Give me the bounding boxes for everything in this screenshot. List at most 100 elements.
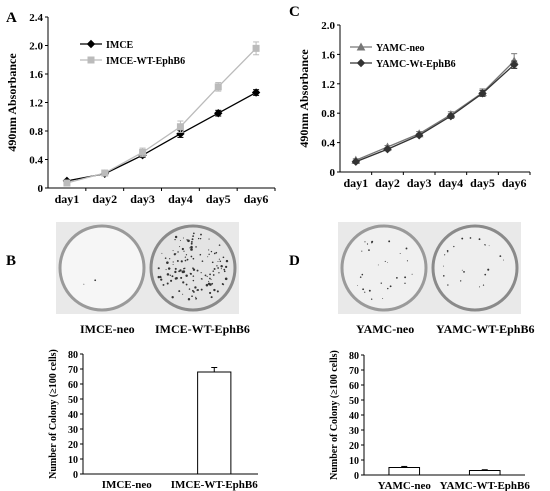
colony-dot [179,246,181,248]
colony-dot [195,298,198,300]
colony-dot [196,289,198,291]
colony-dot [159,275,162,277]
colony-dot [189,272,191,274]
chart-panel-b: 0 10 20 30 40 50 60 70 80 Number of Colony (≥100 … [48,349,258,491]
colony-dot [194,286,197,289]
x-tick-label: IMCE-neo [102,479,153,491]
colony-dot [220,268,222,270]
colony-dot [202,278,203,280]
legend-marker [87,56,95,64]
y-tick-label: 1.6 [29,69,43,81]
chart-panel-d: 0 10 20 30 40 50 60 70 80 Number of Colony (≥100 … [329,350,530,491]
colony-dot [182,293,184,295]
x-tick-label: day3 [130,192,155,206]
legend-label: YAMC-Wt-EphB6 [376,59,456,70]
y-tick-label: 60 [68,380,78,391]
plate-label-imce-wt-ephb6: IMCE-WT-EphB6 [155,322,250,336]
colony-dot [190,242,193,245]
colony-dot [184,256,187,258]
colony-dot [185,274,188,277]
data-point [101,169,109,177]
colony-dot [176,259,179,262]
y-tick-label: 0 [354,471,359,482]
y-axis-label: Number of Colony (≥100 cells) [48,349,59,479]
x-tick-label: day4 [438,176,463,190]
colony-dot [404,276,407,279]
colony-dot [208,253,210,256]
legend-marker [356,58,366,68]
colony-dot [172,261,174,263]
colony-dot [444,254,446,256]
colony-dot [364,291,366,293]
data-point [251,88,261,97]
colony-dot [370,298,373,300]
x-tick-label: day2 [375,176,400,190]
colony-dot [216,265,218,267]
series-line [355,60,515,161]
colony-dot [209,277,211,280]
y-tick-label: 80 [349,351,359,362]
colony-dot [180,260,183,263]
series-line [66,47,257,184]
colony-dot [181,247,184,251]
colony-dot [219,260,222,263]
colony-dot [179,240,181,241]
series-line [355,64,515,163]
colony-dot [166,282,169,285]
colony-dot [171,275,174,278]
bar [468,470,501,476]
colony-dot [208,280,210,282]
data-point [446,111,456,121]
y-axis-label: Number of Colony (≥100 cells) [329,350,340,480]
colony-dot [178,270,181,273]
colony-dot [225,265,228,269]
colony-dot [204,274,207,277]
colony-dot [174,235,178,239]
plate-photo-b [56,222,239,314]
colony-dot [199,237,202,240]
data-point [351,157,361,166]
colony-dot [178,290,181,293]
y-tick-label: 60 [349,381,359,392]
colony-dot [196,269,199,272]
colony-dot [177,251,179,253]
colony-dot [223,268,226,271]
colony-dot [484,273,487,276]
plate-label-yamc-neo: YAMC-neo [356,322,415,336]
colony-dot [499,255,502,258]
plate-photo-d [338,222,521,314]
colony-dot [206,275,208,278]
colony-dot [217,267,219,269]
colony-dot [174,277,178,280]
colony-dot [207,256,209,258]
colony-dot [159,276,162,279]
y-tick-label: 50 [68,395,78,406]
colony-dot [371,242,373,244]
x-tick-label: day5 [470,176,495,190]
colony-dot [190,240,193,243]
colony-dot [166,261,169,264]
colony-dot [368,249,370,251]
colony-dot [216,290,219,293]
y-tick-label: 1.2 [29,98,43,110]
colony-dot [165,269,167,271]
y-tick-label: 70 [349,366,359,377]
colony-dot [482,284,485,286]
x-tick-label: day6 [502,176,527,190]
colony-dot [192,279,195,282]
colony-dot [479,286,481,288]
colony-dot [361,250,363,252]
y-tick-label: 40 [68,410,78,421]
y-tick-label: 1.6 [321,49,335,61]
colony-dot [172,250,174,252]
colony-dot [461,237,464,240]
y-tick-label: 70 [68,365,78,376]
colony-dot [460,280,462,282]
colony-dot [161,252,163,254]
colony-dot [377,264,379,266]
colony-dot [387,261,388,263]
y-axis-label: 490nm Absorbance [297,49,311,148]
legend-label: YAMC-neo [376,43,425,54]
colony-dots-b [83,232,229,301]
colony-dot [463,270,465,273]
